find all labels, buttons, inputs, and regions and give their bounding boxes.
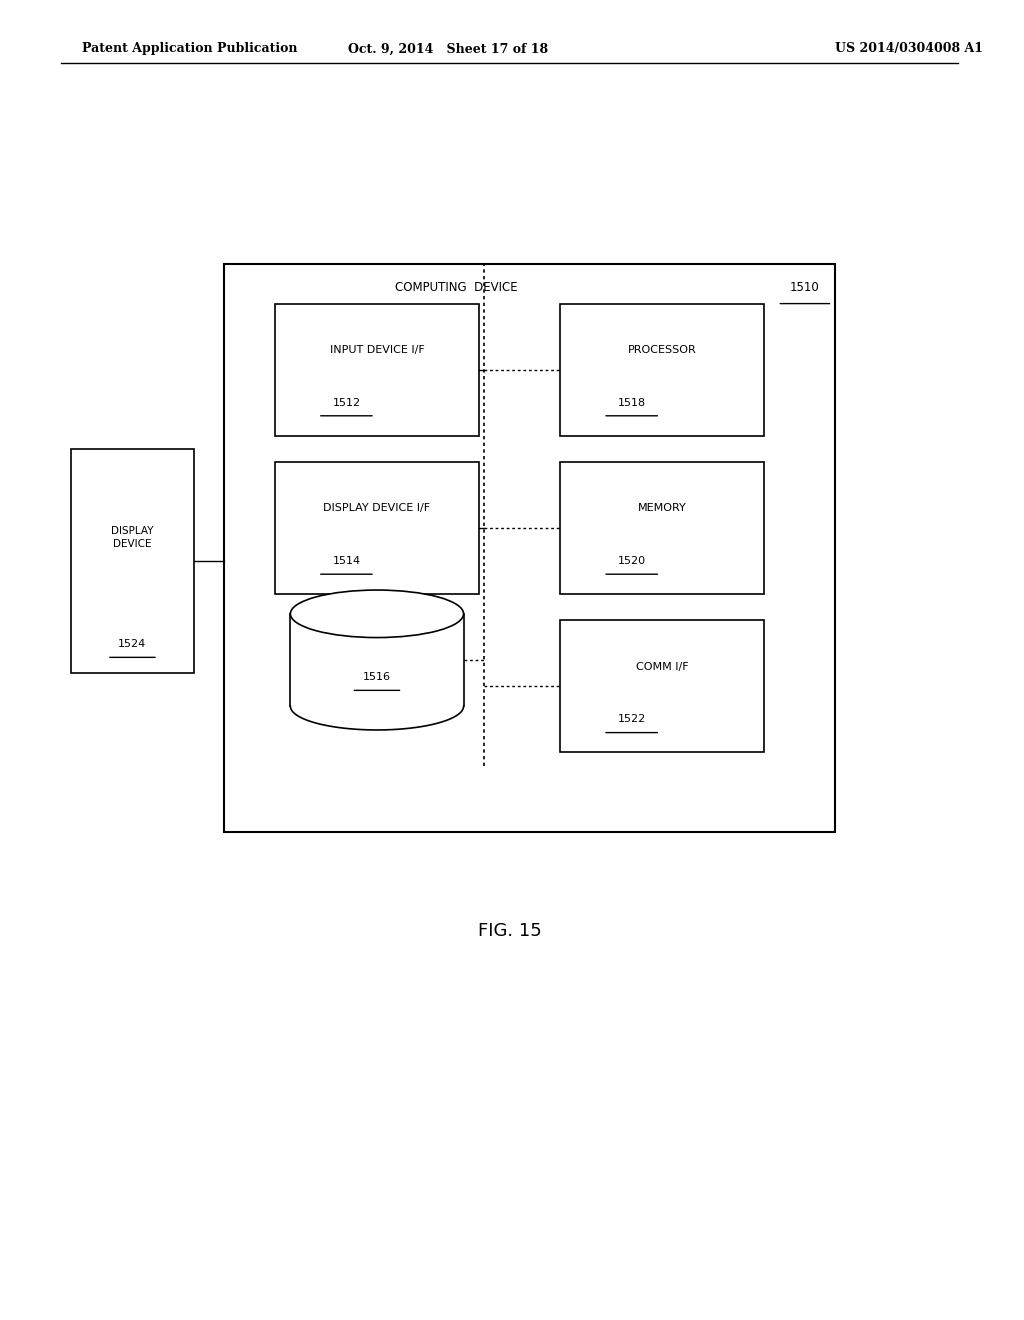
FancyBboxPatch shape [275, 304, 479, 436]
Text: Patent Application Publication: Patent Application Publication [82, 42, 297, 55]
FancyBboxPatch shape [72, 449, 194, 673]
Text: 1516: 1516 [362, 672, 391, 682]
Text: DISPLAY
DEVICE: DISPLAY DEVICE [112, 525, 154, 549]
FancyBboxPatch shape [560, 304, 764, 436]
Text: MEMORY: MEMORY [638, 503, 687, 513]
Ellipse shape [291, 590, 464, 638]
Text: 1510: 1510 [790, 281, 820, 294]
FancyBboxPatch shape [560, 462, 764, 594]
FancyBboxPatch shape [560, 620, 764, 752]
Text: 1522: 1522 [617, 714, 646, 725]
Text: 1512: 1512 [333, 397, 360, 408]
Bar [291, 614, 464, 706]
Text: INPUT DEVICE I/F: INPUT DEVICE I/F [330, 345, 424, 355]
Text: US 2014/0304008 A1: US 2014/0304008 A1 [836, 42, 983, 55]
Text: 1518: 1518 [617, 397, 646, 408]
FancyBboxPatch shape [224, 264, 836, 832]
Text: Oct. 9, 2014   Sheet 17 of 18: Oct. 9, 2014 Sheet 17 of 18 [348, 42, 549, 55]
Text: PROCESSOR: PROCESSOR [628, 345, 696, 355]
Text: 1524: 1524 [119, 639, 146, 649]
Text: 1514: 1514 [333, 556, 360, 566]
Text: FIG. 15: FIG. 15 [477, 921, 542, 940]
Text: DISPLAY DEVICE I/F: DISPLAY DEVICE I/F [324, 503, 430, 513]
FancyBboxPatch shape [275, 462, 479, 594]
Text: COMPUTING  DEVICE: COMPUTING DEVICE [395, 281, 518, 294]
Text: 1520: 1520 [617, 556, 646, 566]
Text: COMM I/F: COMM I/F [636, 661, 688, 672]
